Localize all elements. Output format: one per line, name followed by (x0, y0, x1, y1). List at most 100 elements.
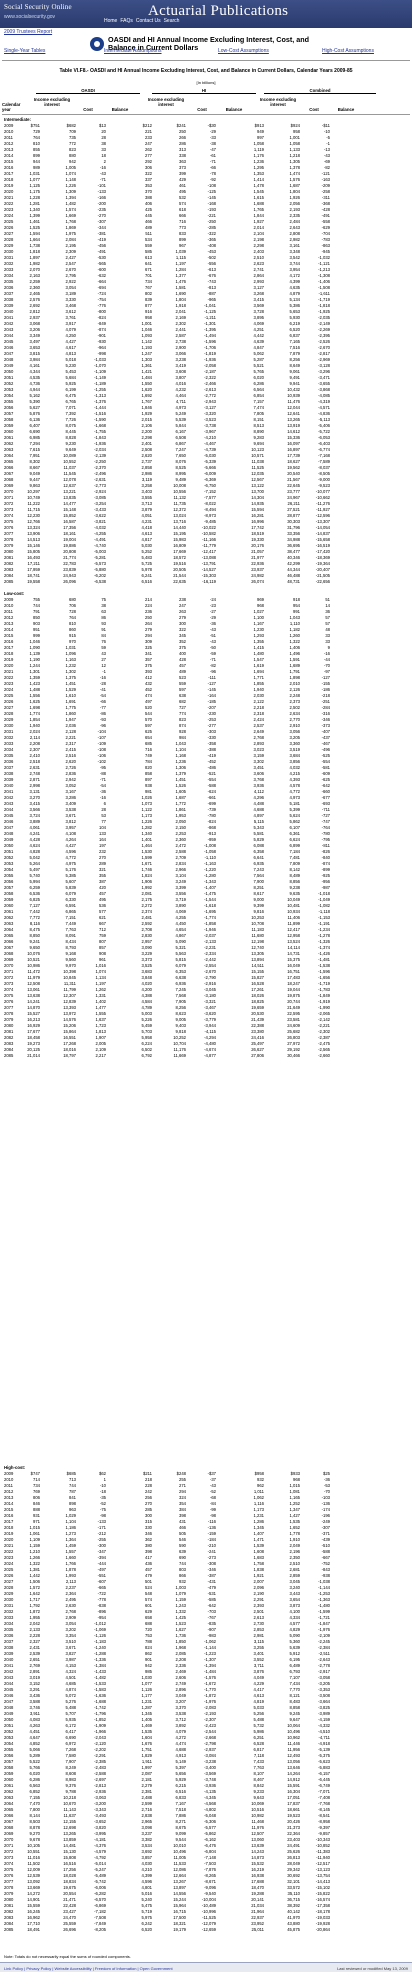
cell-hi-balance: -6,369 (204, 477, 216, 482)
site-name[interactable]: Social Security Online (4, 3, 72, 11)
nav-faqs[interactable]: FAQs (120, 18, 133, 24)
cell-hi-cost: 1,379 (175, 771, 186, 776)
link-low-cost[interactable]: Low-Cost Assumptions (218, 48, 269, 54)
cell-oasdi-income: 3,984 (29, 357, 40, 362)
table-row: 2019 1,061 1,273 -212 346 505 -159 1,407 1,778 -3… (0, 1531, 412, 1537)
cell-combined-income: 12,740 (251, 945, 264, 950)
cell-combined-income: 1,838 (253, 1567, 264, 1572)
cell-oasdi-cost: 3,354 (65, 1633, 76, 1638)
table-row: 2022 1,210 1,557 -347 398 639 -241 1,608 2,196 -5… (0, 1549, 412, 1555)
cell-year: 2050 (4, 1717, 14, 1722)
cell-combined-income: 997 (257, 135, 264, 140)
cell-oasdi-cost: 6,172 (65, 1723, 76, 1728)
cell-oasdi-balance: 38 (101, 141, 106, 146)
table-row: 2081 15,559 22,428 -6,869 5,475 15,964 -10,489… (0, 1903, 412, 1909)
table-row: 2024 1,322 1,766 -444 436 744 -308 1,758 2,510 -7… (0, 1561, 412, 1567)
footer-links[interactable]: Link Policy | Privacy Policy | Website A… (4, 1966, 173, 1971)
cell-combined-income: 2,298 (253, 243, 264, 248)
cell-oasdi-balance: -665 (97, 1585, 106, 1590)
cell-year: 2056 (4, 879, 14, 884)
cell-hi-balance: -71 (209, 657, 216, 662)
cell-hi-cost: 313 (179, 147, 186, 152)
cell-combined-income: 5,343 (253, 825, 264, 830)
report-link[interactable]: 2009 Trustees Report (4, 29, 53, 35)
cell-year: 2030 (4, 249, 14, 254)
table-row: 2066 9,241 8,434 807 2,957 5,090 -2,133 12,198 1… (0, 939, 412, 945)
cell-combined-income: 6,641 (253, 855, 264, 860)
cell-oasdi-cost: 2,630 (65, 1603, 76, 1608)
cell-combined-balance: -660 (321, 789, 330, 794)
cell-hi-cost: 2,900 (175, 345, 186, 350)
cell-oasdi-income: 4,535 (29, 375, 40, 380)
cell-combined-balance: -3,989 (318, 1711, 330, 1716)
cell-hi-balance: -66 (209, 165, 216, 170)
cell-combined-cost: 8,142 (289, 867, 300, 872)
cell-combined-balance: -1,990 (318, 1005, 330, 1010)
cell-combined-cost: 1,687 (289, 183, 300, 188)
cell-combined-cost: 12,641 (287, 411, 300, 416)
cell-oasdi-balance: -2,697 (94, 1777, 106, 1782)
cell-oasdi-cost: 4,427 (65, 339, 76, 344)
cell-hi-cost: 618 (179, 207, 186, 212)
nav-search[interactable]: Search (163, 18, 180, 24)
cell-hi-cost: 13,716 (173, 519, 186, 524)
cell-oasdi-balance: -754 (97, 297, 106, 302)
cell-hi-balance: -10,489 (201, 1903, 216, 1908)
cell-hi-balance: -2,798 (204, 1741, 216, 1746)
cell-hi-income: 4,051 (141, 513, 152, 518)
cell-combined-income: 4,897 (253, 813, 264, 818)
cell-combined-income: 21,964 (251, 1909, 264, 1914)
cell-combined-income: 25,011 (251, 1927, 265, 1932)
cell-hi-balance: -1,163 (204, 861, 216, 866)
cell-combined-cost: 2,982 (289, 237, 300, 242)
cell-oasdi-cost: 11,311 (63, 981, 76, 986)
cell-combined-income: 1,478 (253, 183, 264, 188)
cell-combined-balance: -3,058 (318, 1675, 330, 1680)
cell-combined-income: 1,547 (253, 657, 264, 662)
cell-oasdi-cost: 18,161 (63, 531, 76, 536)
cell-combined-cost: 14,264 (287, 1771, 300, 1776)
cell-oasdi-income: 1,774 (29, 711, 40, 716)
cell-oasdi-income: 10,521 (27, 957, 40, 962)
cell-hi-balance: -1,672 (204, 1681, 216, 1686)
nav-contact[interactable]: Contact Us (135, 18, 161, 24)
cell-year: 2016 (4, 165, 14, 170)
table-row: 2059 6,407 8,075 -1,668 2,106 5,844 -3,738 8,51… (0, 423, 412, 429)
cell-combined-income: 1,765 (253, 207, 264, 212)
table-row: 2012 810 772 38 247 286 -38 1,058 1,058 -1 (0, 141, 412, 147)
cell-hi-income: 341 (145, 651, 152, 656)
nav-home[interactable]: Home (104, 18, 118, 24)
cell-oasdi-income: 1,077 (29, 177, 40, 182)
link-high-cost[interactable]: High-Cost Assumptions (322, 48, 374, 54)
cell-oasdi-cost: 1,878 (65, 1567, 76, 1572)
cell-oasdi-income: 12,539 (27, 1873, 40, 1878)
cell-hi-income: 802 (145, 291, 152, 296)
cell-year: 2050 (4, 843, 14, 848)
cell-oasdi-income: 8,116 (29, 921, 40, 926)
cell-oasdi-income: 931 (33, 1513, 40, 1518)
cell-combined-cost: 3,519 (289, 747, 300, 752)
cell-combined-balance: -21,505 (315, 573, 330, 578)
cell-hi-cost: 1,861 (175, 807, 186, 812)
cell-hi-balance: -7,876 (204, 1867, 216, 1872)
cell-oasdi-income: 2,228 (29, 1633, 40, 1638)
link-intermediate[interactable]: Intermediate Assumptions (104, 48, 162, 54)
cell-oasdi-cost: 1,691 (65, 699, 76, 704)
cell-hi-income: 362 (145, 1537, 152, 1542)
cell-combined-cost: 2,643 (289, 225, 300, 230)
table-row: 2015 999 915 84 294 345 -51 1,293 1,260 33 (0, 633, 412, 639)
cell-hi-balance: -6,476 (204, 1843, 216, 1848)
cell-oasdi-income: $747 (30, 1471, 40, 1476)
cell-hi-income: 901 (145, 1657, 152, 1662)
cell-combined-cost: 11,446 (287, 1741, 301, 1746)
cell-year: 2071 (4, 495, 14, 500)
link-single-year[interactable]: Single-Year Tables (4, 48, 46, 54)
cell-hi-balance: -2,322 (204, 375, 216, 380)
cell-combined-cost: 10,962 (287, 1735, 300, 1740)
cell-combined-cost: 9,647 (289, 1717, 300, 1722)
cell-oasdi-cost: 8,793 (65, 945, 76, 950)
table-row: 2030 1,940 2,036 -96 597 874 -277 2,537 2,910 -37… (0, 723, 412, 729)
table-row: 2026 1,625 1,691 -66 497 682 -185 2,122 2,373 -25… (0, 699, 412, 705)
cell-oasdi-balance: -1,240 (94, 1645, 106, 1650)
cell-hi-balance: -1,144 (204, 1645, 216, 1650)
